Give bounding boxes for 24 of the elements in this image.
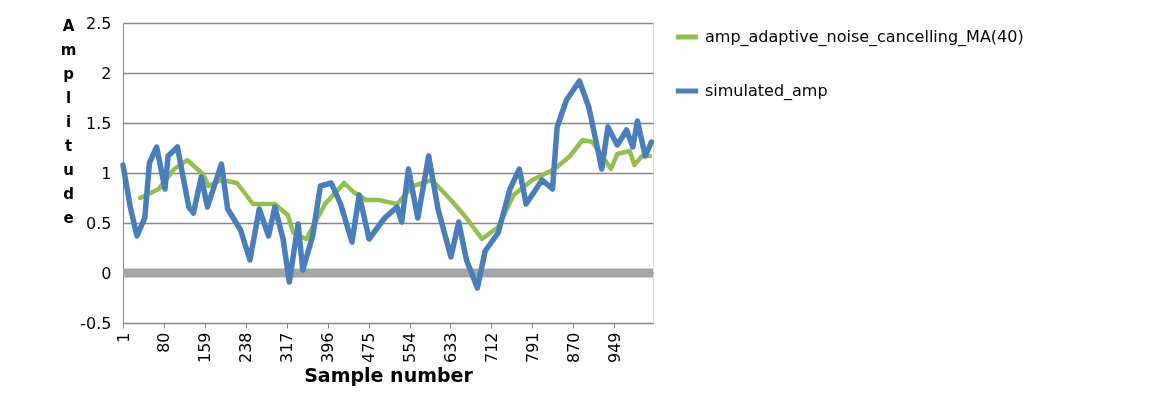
x-tick-label: 949: [604, 332, 624, 364]
legend-label: simulated_amp: [705, 81, 828, 101]
y-tick-label: 0.5: [86, 213, 112, 233]
x-tick-label: 712: [481, 332, 501, 364]
x-tick-label: 80: [154, 332, 174, 353]
x-tick-label: 396: [318, 332, 338, 364]
y-tick-label: 2.5: [86, 13, 112, 33]
x-tick-label: 554: [400, 332, 419, 364]
y-tick-label: 0: [101, 263, 112, 283]
x-tick-label: 238: [236, 332, 256, 364]
x-tick-label: 791: [522, 332, 542, 364]
x-axis-title: Sample number: [304, 364, 474, 387]
text: Amplitude: [60, 16, 77, 227]
x-tick-label: 870: [563, 332, 583, 364]
y-tick-label: 2: [101, 63, 112, 83]
y-tick-label: 1: [101, 163, 112, 183]
y-tick-label: -0.5: [80, 313, 112, 333]
y-tick-label: 1.5: [86, 113, 112, 133]
x-tick-label: 475: [359, 332, 379, 364]
x-tick-label: 633: [440, 332, 460, 364]
legend-label: amp_adaptive_noise_cancelling_MA(40): [705, 27, 1024, 47]
x-tick-label: 159: [195, 332, 215, 364]
x-tick-label: 317: [277, 332, 297, 364]
x-tick-label: 1: [113, 332, 133, 343]
